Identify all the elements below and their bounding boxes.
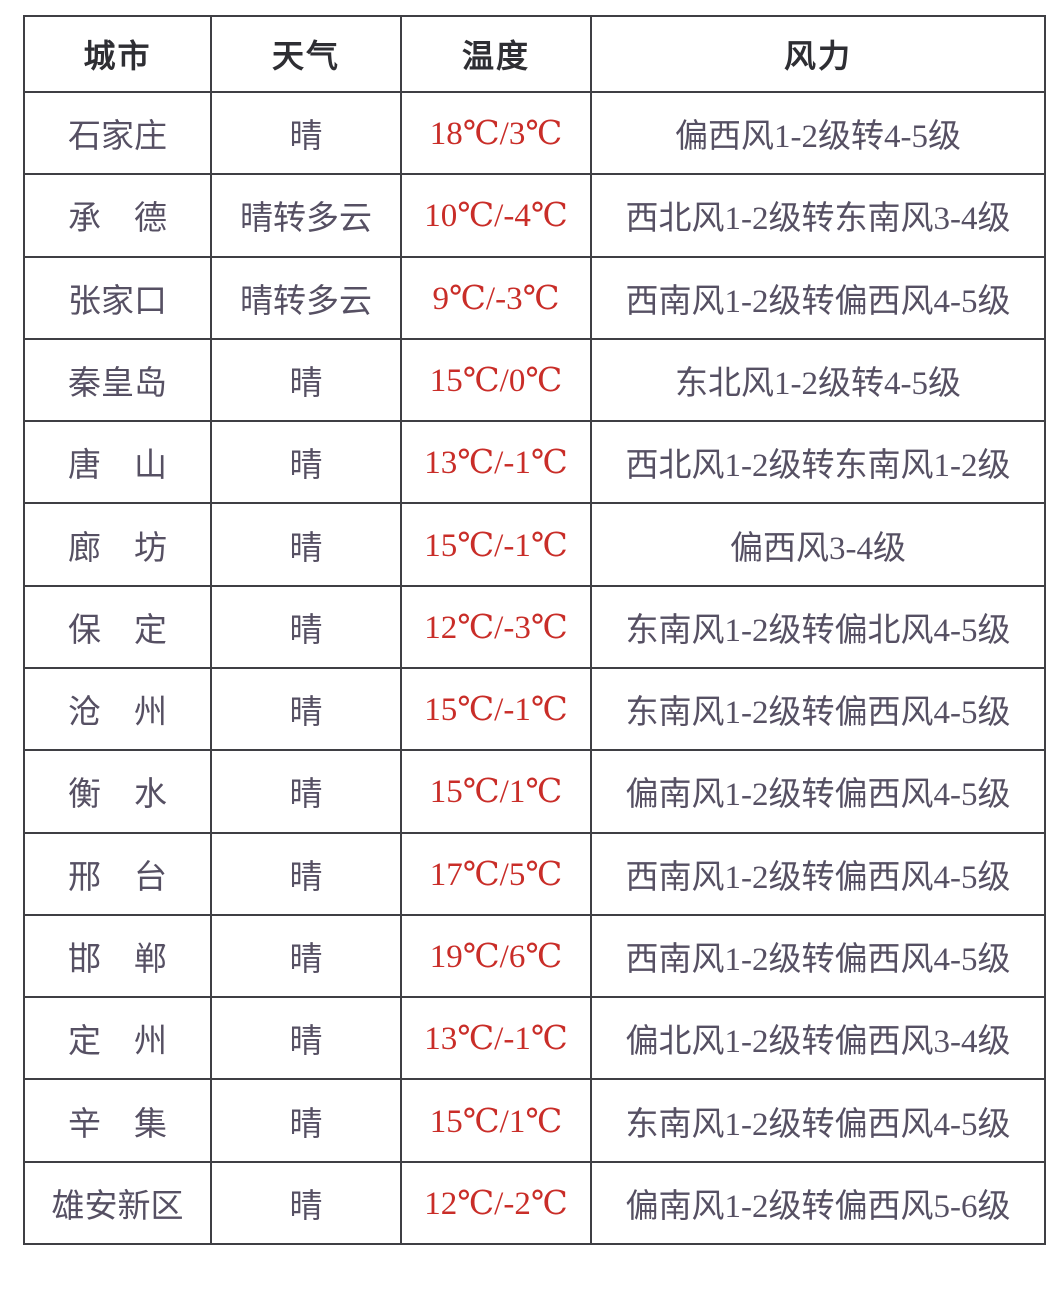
table-row: 石家庄晴 18℃/3℃ 偏西风1-2级转4-5级 bbox=[23, 90, 1046, 176]
city-cell: 承 德 bbox=[23, 173, 212, 258]
weather-cell: 晴 bbox=[210, 831, 402, 916]
temp-cell: 12℃/-2℃ bbox=[400, 1160, 592, 1246]
city-cell: 衡 水 bbox=[23, 749, 212, 834]
city-cell: 石家庄 bbox=[23, 90, 212, 176]
city-cell: 辛 集 bbox=[23, 1078, 212, 1163]
city-cell: 张家口 bbox=[23, 255, 212, 340]
column-header-weather: 天气 bbox=[210, 15, 402, 93]
table-row: 邢 台晴 17℃/5℃ 西南风1-2级转偏西风4-5级 bbox=[23, 831, 1046, 916]
weather-cell: 晴转多云 bbox=[210, 255, 402, 340]
temp-cell: 13℃/-1℃ bbox=[400, 420, 592, 505]
wind-cell: 东南风1-2级转偏北风4-5级 bbox=[590, 584, 1046, 669]
temp-cell: 15℃/1℃ bbox=[400, 749, 592, 834]
city-cell: 雄安新区 bbox=[23, 1160, 212, 1246]
wind-cell: 西南风1-2级转偏西风4-5级 bbox=[590, 255, 1046, 340]
wind-cell: 东北风1-2级转4-5级 bbox=[590, 337, 1046, 423]
wind-cell: 西北风1-2级转东南风1-2级 bbox=[590, 420, 1046, 505]
weather-cell: 晴 bbox=[210, 996, 402, 1081]
table-row: 辛 集晴 15℃/1℃ 东南风1-2级转偏西风4-5级 bbox=[23, 1078, 1046, 1163]
temp-cell: 15℃/0℃ bbox=[400, 337, 592, 423]
weather-cell: 晴 bbox=[210, 1078, 402, 1163]
weather-cell: 晴 bbox=[210, 420, 402, 505]
column-header-temp: 温度 bbox=[400, 15, 592, 93]
wind-cell: 偏南风1-2级转偏西风4-5级 bbox=[590, 749, 1046, 834]
temp-cell: 13℃/-1℃ bbox=[400, 996, 592, 1081]
temp-cell: 12℃/-3℃ bbox=[400, 584, 592, 669]
table-body: 石家庄晴 18℃/3℃ 偏西风1-2级转4-5级承 德晴转多云 10℃/-4℃ 西北风1… bbox=[23, 90, 1046, 1246]
temp-cell: 10℃/-4℃ bbox=[400, 173, 592, 258]
city-cell: 邯 郸 bbox=[23, 913, 212, 999]
city-cell: 定 州 bbox=[23, 996, 212, 1081]
wind-cell: 偏西风3-4级 bbox=[590, 502, 1046, 587]
table-row: 沧 州晴 15℃/-1℃ 东南风1-2级转偏西风4-5级 bbox=[23, 666, 1046, 752]
column-header-wind: 风力 bbox=[590, 15, 1046, 93]
weather-cell: 晴 bbox=[210, 913, 402, 999]
table-row: 保 定晴 12℃/-3℃ 东南风1-2级转偏北风4-5级 bbox=[23, 584, 1046, 669]
weather-cell: 晴 bbox=[210, 1160, 402, 1246]
table-row: 张家口 晴转多云 9℃/-3℃ 西南风1-2级转偏西风4-5级 bbox=[23, 255, 1046, 340]
temp-cell: 19℃/6℃ bbox=[400, 913, 592, 999]
wind-cell: 东南风1-2级转偏西风4-5级 bbox=[590, 666, 1046, 752]
table-row: 承 德晴转多云 10℃/-4℃ 西北风1-2级转东南风3-4级 bbox=[23, 173, 1046, 258]
wind-cell: 偏北风1-2级转偏西风3-4级 bbox=[590, 996, 1046, 1081]
weather-cell: 晴 bbox=[210, 90, 402, 176]
weather-cell: 晴 bbox=[210, 337, 402, 423]
city-cell: 唐 山 bbox=[23, 420, 212, 505]
temp-cell: 15℃/-1℃ bbox=[400, 502, 592, 587]
table-row: 邯 郸晴 19℃/6℃ 西南风1-2级转偏西风4-5级 bbox=[23, 913, 1046, 999]
temp-cell: 15℃/1℃ bbox=[400, 1078, 592, 1163]
table-header: 城市 天气 温度 风力 bbox=[23, 15, 1046, 93]
weather-cell: 晴 bbox=[210, 666, 402, 752]
city-cell: 沧 州 bbox=[23, 666, 212, 752]
wind-cell: 东南风1-2级转偏西风4-5级 bbox=[590, 1078, 1046, 1163]
temp-cell: 9℃/-3℃ bbox=[400, 255, 592, 340]
column-header-city: 城市 bbox=[23, 15, 212, 93]
wind-cell: 偏南风1-2级转偏西风5-6级 bbox=[590, 1160, 1046, 1246]
city-cell: 邢 台 bbox=[23, 831, 212, 916]
weather-cell: 晴 bbox=[210, 584, 402, 669]
table-row: 廊 坊晴 15℃/-1℃ 偏西风3-4级 bbox=[23, 502, 1046, 587]
city-cell: 廊 坊 bbox=[23, 502, 212, 587]
wind-cell: 西北风1-2级转东南风3-4级 bbox=[590, 173, 1046, 258]
weather-table: 城市 天气 温度 风力 石家庄晴 18℃/3℃ 偏西风1-2级转4-5级承 德晴转多… bbox=[23, 15, 1046, 1246]
city-cell: 保 定 bbox=[23, 584, 212, 669]
table-row: 衡 水晴 15℃/1℃ 偏南风1-2级转偏西风4-5级 bbox=[23, 749, 1046, 834]
wind-cell: 西南风1-2级转偏西风4-5级 bbox=[590, 831, 1046, 916]
header-row: 城市 天气 温度 风力 bbox=[23, 15, 1046, 93]
table-row: 定 州晴 13℃/-1℃ 偏北风1-2级转偏西风3-4级 bbox=[23, 996, 1046, 1081]
table-row: 秦皇岛晴 15℃/0℃ 东北风1-2级转4-5级 bbox=[23, 337, 1046, 423]
temp-cell: 15℃/-1℃ bbox=[400, 666, 592, 752]
weather-cell: 晴 bbox=[210, 502, 402, 587]
wind-cell: 西南风1-2级转偏西风4-5级 bbox=[590, 913, 1046, 999]
weather-cell: 晴 bbox=[210, 749, 402, 834]
weather-cell: 晴转多云 bbox=[210, 173, 402, 258]
wind-cell: 偏西风1-2级转4-5级 bbox=[590, 90, 1046, 176]
table-row: 雄安新区晴 12℃/-2℃ 偏南风1-2级转偏西风5-6级 bbox=[23, 1160, 1046, 1246]
city-cell: 秦皇岛 bbox=[23, 337, 212, 423]
table-row: 唐 山晴 13℃/-1℃ 西北风1-2级转东南风1-2级 bbox=[23, 420, 1046, 505]
temp-cell: 17℃/5℃ bbox=[400, 831, 592, 916]
temp-cell: 18℃/3℃ bbox=[400, 90, 592, 176]
